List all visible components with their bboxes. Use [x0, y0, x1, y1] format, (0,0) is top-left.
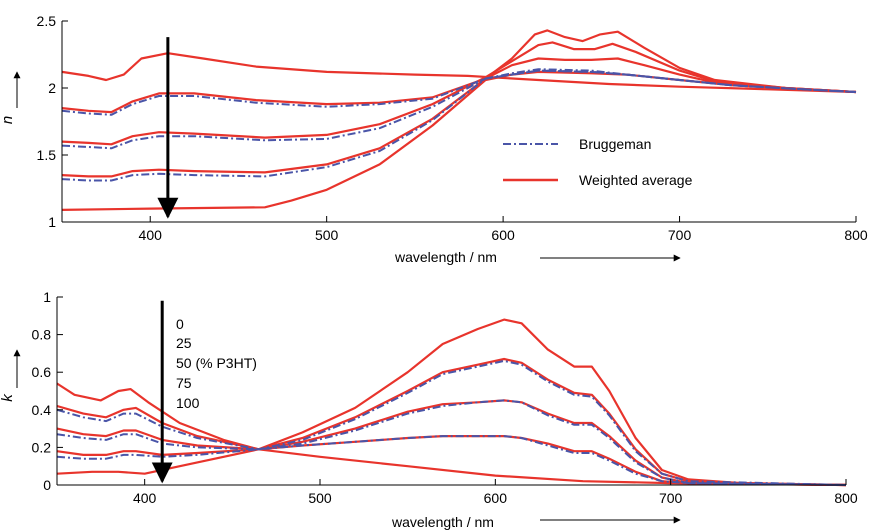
k-x-axis-label: wavelength / nm — [391, 514, 494, 530]
n-bruggeman-series-7 — [61, 69, 857, 182]
n-y-tick-label: 2.5 — [37, 13, 57, 29]
k-y-tick-label: 0.6 — [32, 364, 52, 380]
k-x-tick-label: 400 — [133, 490, 157, 506]
n-weighted-series-0 — [61, 52, 857, 94]
n-x-axis-label: wavelength / nm — [394, 249, 497, 265]
k-bruggeman-series-6 — [56, 399, 847, 486]
k-bruggeman-series-7 — [56, 435, 847, 486]
composition-label-75: 75 — [176, 375, 192, 391]
n-y-ticks: 1 1.5 2 2.5 — [37, 13, 68, 230]
refractive-index-panel: 400 500 600 700 800 1 1.5 2 2.5 n wavelength / … — [0, 13, 868, 265]
composition-label-100: 100 — [176, 395, 200, 411]
k-x-tick-label: 700 — [659, 490, 683, 506]
n-y-tick-label: 2 — [48, 80, 56, 96]
n-x-tick-label: 800 — [844, 227, 868, 243]
n-y-tick-label: 1.5 — [37, 147, 57, 163]
k-x-tick-label: 800 — [834, 490, 858, 506]
k-y-tick-label: 0 — [43, 477, 51, 493]
k-axis-label: k — [0, 393, 16, 402]
n-x-tick-label: 600 — [491, 227, 515, 243]
legend: Bruggeman Weighted average — [503, 136, 693, 188]
legend-bruggeman-label: Bruggeman — [579, 136, 651, 152]
n-x-tick-label: 400 — [139, 227, 163, 243]
composition-labels: 0 25 50 (% P3HT) 75 100 — [176, 316, 257, 411]
k-y-ticks: 0 0.2 0.4 0.6 0.8 1 — [32, 289, 63, 493]
k-weighted-series-2 — [56, 399, 847, 487]
k-weighted-series-3 — [56, 435, 847, 487]
n-x-tick-label: 700 — [668, 227, 692, 243]
k-y-tick-label: 0.8 — [32, 327, 52, 343]
k-series-layer — [56, 318, 847, 487]
k-y-tick-label: 0.2 — [32, 439, 52, 455]
extinction-coefficient-panel: 400 500 600 700 800 0 0.2 0.4 0.6 0.8 1 k 0 25 50… — [0, 289, 858, 530]
k-weighted-series-0 — [56, 318, 847, 487]
n-weighted-series-2 — [61, 41, 857, 146]
n-weighted-series-1 — [61, 29, 857, 114]
k-y-tick-label: 0.4 — [32, 402, 52, 418]
n-x-tick-label: 500 — [315, 227, 339, 243]
k-weighted-series-4 — [56, 448, 847, 487]
composition-label-50: 50 (% P3HT) — [176, 355, 257, 371]
n-series-layer — [61, 29, 857, 211]
k-x-tick-label: 500 — [308, 490, 332, 506]
composition-label-25: 25 — [176, 335, 192, 351]
legend-weighted-label: Weighted average — [579, 172, 693, 188]
k-y-tick-label: 1 — [43, 289, 51, 305]
k-weighted-series-1 — [56, 357, 847, 487]
k-x-ticks: 400 500 600 700 800 — [133, 479, 858, 506]
n-axis-label: n — [0, 116, 16, 124]
k-bruggeman-series-5 — [56, 359, 847, 486]
n-x-ticks: 400 500 600 700 800 — [139, 216, 868, 243]
n-y-tick-label: 1 — [48, 214, 56, 230]
k-x-tick-label: 600 — [484, 490, 508, 506]
composition-label-0: 0 — [176, 316, 184, 332]
